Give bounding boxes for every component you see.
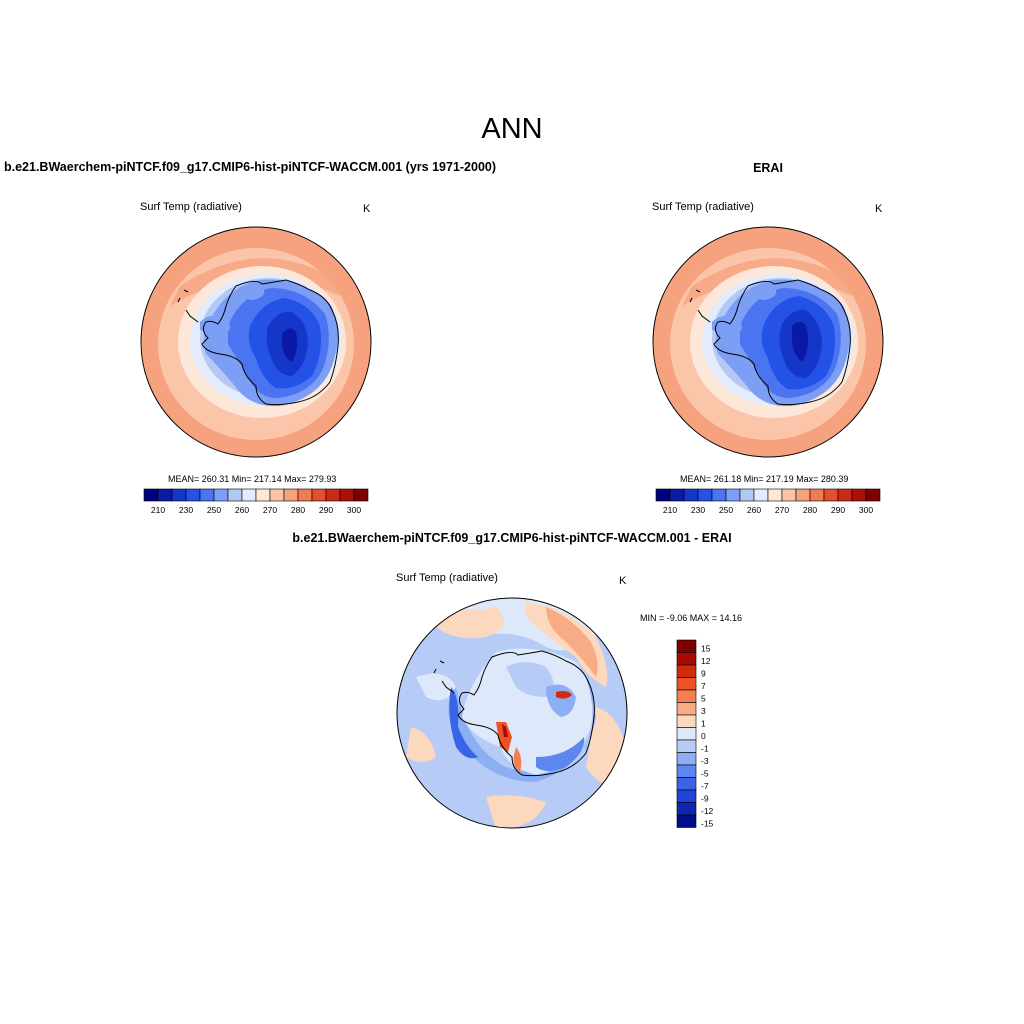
diff-colorbar-box <box>676 739 697 753</box>
model-colorbar: 210 230 250 260 270 280 290 300 <box>143 488 369 515</box>
obs-colorbar-label: 280 <box>803 505 817 515</box>
diff-colorbar-box <box>676 689 697 703</box>
model-colorbar-box <box>353 488 369 502</box>
diff-colorbar-label: -12 <box>701 806 714 816</box>
obs-colorbar-box <box>725 488 741 502</box>
diff-colorbar-label: 9 <box>701 669 706 679</box>
model-units-label: K <box>363 203 371 215</box>
obs-colorbar-box <box>823 488 839 502</box>
obs-colorbar: 210 230 250 260 270 280 290 300 <box>655 488 881 515</box>
obs-colorbar-box <box>655 488 671 502</box>
diff-colorbar-label: 12 <box>701 656 711 666</box>
model-colorbar-box <box>283 488 299 502</box>
obs-panel-title: ERAI <box>753 161 783 175</box>
diff-colorbar-box <box>676 702 697 716</box>
diff-variable-label: Surf Temp (radiative) <box>396 572 498 584</box>
diff-colorbar-label: 3 <box>701 706 706 716</box>
diff-colorbar-label: 7 <box>701 681 706 691</box>
model-colorbar-box <box>143 488 159 502</box>
model-polar-map <box>140 226 372 458</box>
diff-colorbar-label: 1 <box>701 719 706 729</box>
diff-colorbar-box <box>676 814 697 828</box>
model-variable-label: Surf Temp (radiative) <box>140 201 242 213</box>
obs-colorbar-box <box>781 488 797 502</box>
model-colorbar-box <box>297 488 313 502</box>
diff-colorbar-label: -7 <box>701 781 709 791</box>
obs-colorbar-box <box>739 488 755 502</box>
model-colorbar-label: 290 <box>319 505 333 515</box>
obs-colorbar-label: 270 <box>775 505 789 515</box>
model-colorbar-box <box>157 488 173 502</box>
obs-colorbar-box <box>795 488 811 502</box>
obs-colorbar-box <box>697 488 713 502</box>
obs-colorbar-box <box>711 488 727 502</box>
model-colorbar-box <box>255 488 271 502</box>
model-panel-title: b.e21.BWaerchem-piNTCF.f09_g17.CMIP6-his… <box>4 160 497 174</box>
model-colorbar-box <box>199 488 215 502</box>
diff-stats: MIN = -9.06 MAX = 14.16 <box>640 613 743 623</box>
diff-colorbar-box <box>676 789 697 803</box>
obs-colorbar-label: 290 <box>831 505 845 515</box>
diff-colorbar: 15 12 9 7 5 3 1 0 -1 -3 -5 -7 -9 -12 -15 <box>676 639 714 829</box>
model-colorbar-label: 300 <box>347 505 361 515</box>
model-colorbar-label: 280 <box>291 505 305 515</box>
obs-colorbar-box <box>837 488 853 502</box>
diff-colorbar-box <box>676 639 697 653</box>
diff-colorbar-label: 5 <box>701 694 706 704</box>
diff-colorbar-box <box>676 777 697 791</box>
model-colorbar-label: 210 <box>151 505 165 515</box>
diff-colorbar-box <box>676 802 697 816</box>
model-colorbar-label: 230 <box>179 505 193 515</box>
diff-colorbar-box <box>676 664 697 678</box>
obs-colorbar-box <box>683 488 699 502</box>
obs-colorbar-box <box>809 488 825 502</box>
model-colorbar-box <box>185 488 201 502</box>
model-colorbar-box <box>325 488 341 502</box>
diff-panel-title: b.e21.BWaerchem-piNTCF.f09_g17.CMIP6-his… <box>292 531 732 545</box>
obs-colorbar-box <box>851 488 867 502</box>
diff-colorbar-label: -1 <box>701 744 709 754</box>
diff-polar-map <box>396 597 628 829</box>
diff-colorbar-label: -15 <box>701 819 714 829</box>
obs-polar-map <box>652 226 884 458</box>
diff-colorbar-label: -3 <box>701 756 709 766</box>
obs-variable-label: Surf Temp (radiative) <box>652 201 754 213</box>
obs-colorbar-box <box>767 488 783 502</box>
diff-colorbar-label: 15 <box>701 644 711 654</box>
obs-colorbar-box <box>669 488 685 502</box>
model-colorbar-box <box>269 488 285 502</box>
obs-colorbar-box <box>865 488 881 502</box>
obs-colorbar-box <box>753 488 769 502</box>
model-colorbar-box <box>213 488 229 502</box>
obs-colorbar-label: 260 <box>747 505 761 515</box>
diff-colorbar-box <box>676 714 697 728</box>
model-stats: MEAN= 260.31 Min= 217.14 Max= 279.93 <box>168 474 337 484</box>
model-colorbar-box <box>311 488 327 502</box>
obs-colorbar-label: 300 <box>859 505 873 515</box>
obs-units-label: K <box>875 203 883 215</box>
model-colorbar-label: 260 <box>235 505 249 515</box>
model-colorbar-box <box>227 488 243 502</box>
diff-colorbar-box <box>676 764 697 778</box>
model-colorbar-label: 270 <box>263 505 277 515</box>
diff-colorbar-label: 0 <box>701 731 706 741</box>
diff-colorbar-label: -9 <box>701 794 709 804</box>
diff-colorbar-box <box>676 677 697 691</box>
diff-colorbar-box <box>676 652 697 666</box>
diff-colorbar-box <box>676 727 697 741</box>
obs-colorbar-label: 250 <box>719 505 733 515</box>
model-colorbar-box <box>171 488 187 502</box>
obs-colorbar-label: 210 <box>663 505 677 515</box>
diff-units-label: K <box>619 575 627 587</box>
model-colorbar-label: 250 <box>207 505 221 515</box>
diff-colorbar-box <box>676 752 697 766</box>
obs-colorbar-label: 230 <box>691 505 705 515</box>
model-colorbar-box <box>339 488 355 502</box>
diff-colorbar-label: -5 <box>701 769 709 779</box>
obs-stats: MEAN= 261.18 Min= 217.19 Max= 280.39 <box>680 474 849 484</box>
season-title: ANN <box>481 113 543 145</box>
model-colorbar-box <box>241 488 257 502</box>
